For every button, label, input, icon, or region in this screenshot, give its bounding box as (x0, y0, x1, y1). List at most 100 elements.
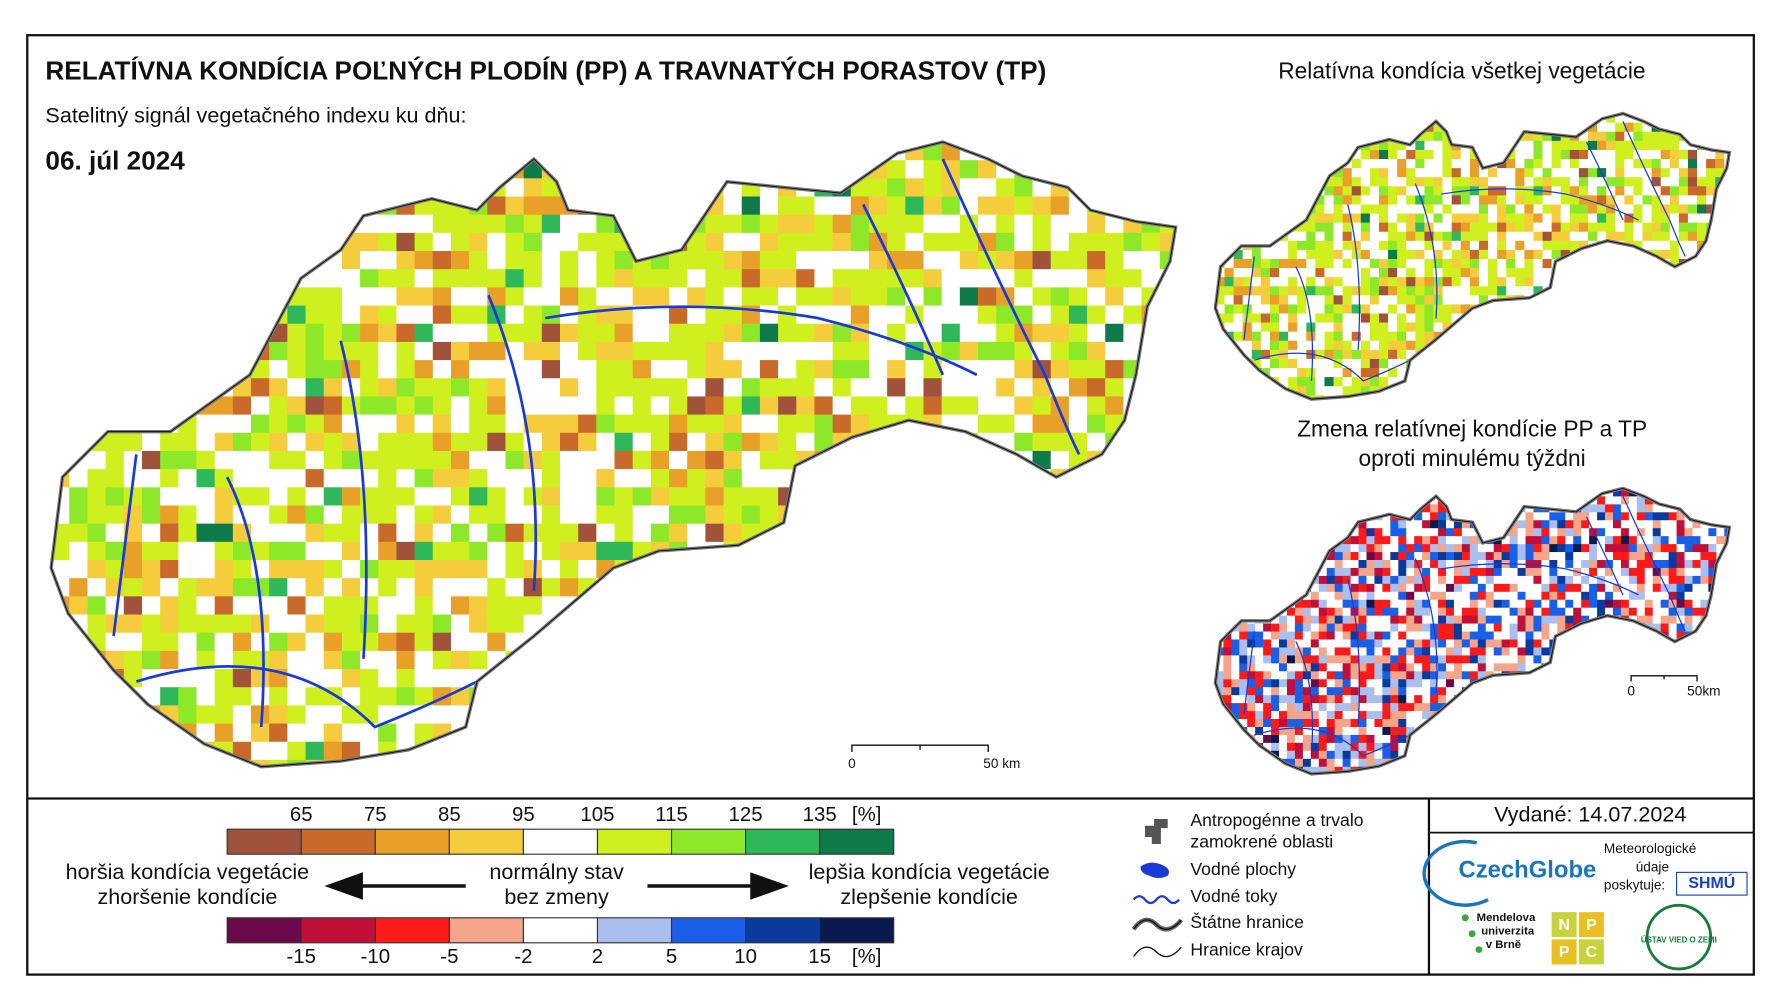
map-cell (1433, 159, 1443, 169)
map-cell (1533, 204, 1543, 214)
map-cell (1445, 583, 1455, 593)
map-cell (1424, 168, 1434, 178)
map-cell (1589, 544, 1598, 553)
map-cell (1697, 204, 1707, 214)
map-cell (1342, 258, 1353, 269)
map-cell (1288, 295, 1298, 305)
map-cell (251, 650, 270, 670)
map-cell (269, 523, 288, 543)
map-cell (1515, 168, 1525, 178)
map-cell (1251, 268, 1262, 278)
map-cell (1565, 552, 1574, 561)
map-cell (1669, 149, 1680, 160)
map-cell (832, 360, 852, 379)
map-cell (1517, 528, 1526, 537)
map-cell (1469, 286, 1480, 296)
map-cell (160, 578, 179, 597)
map-cell (1397, 277, 1407, 287)
map-cell (1549, 520, 1558, 529)
map-cell (1297, 340, 1307, 351)
map-cell (1369, 358, 1380, 369)
map-cell (1260, 258, 1271, 269)
map-cell (1414, 544, 1423, 553)
map-cell (1542, 231, 1552, 242)
map-cell (1424, 331, 1434, 342)
map-cell (1542, 249, 1552, 260)
map-cell (1493, 599, 1502, 609)
map-cell (505, 450, 524, 470)
map-cell (341, 614, 361, 634)
map-cell (1633, 195, 1643, 205)
map-cell (414, 505, 434, 524)
map-cell (505, 214, 524, 234)
map-cell (614, 360, 634, 379)
map-cell (1415, 340, 1425, 351)
map-cell (1351, 386, 1362, 396)
map-cell (669, 305, 688, 325)
map-cell (1605, 599, 1614, 609)
map-cell (1369, 304, 1380, 314)
map-cell (1068, 214, 1088, 234)
map-cell (1351, 368, 1362, 378)
map-cell (178, 669, 197, 688)
map-cell (1573, 583, 1582, 593)
map-cell (123, 632, 143, 652)
map-cell (1333, 277, 1343, 287)
map-cell (1224, 286, 1234, 296)
map-cell (505, 232, 524, 252)
map-cell (1269, 340, 1280, 351)
map-cell (1542, 149, 1552, 160)
map-cell (1269, 268, 1280, 278)
map-cell (1342, 277, 1353, 287)
map-cell (160, 523, 179, 543)
map-cell (1424, 204, 1434, 214)
map-cell (1358, 520, 1367, 529)
map-cell (1445, 536, 1455, 545)
map-cell (1014, 251, 1033, 270)
map-cell (614, 396, 634, 415)
map-cell (1414, 528, 1423, 537)
map-cell (305, 541, 325, 561)
map-cell (1442, 159, 1453, 169)
map-cell (1605, 520, 1614, 529)
map-cell (1589, 528, 1598, 537)
map-cell (1615, 231, 1625, 242)
map-cell (541, 505, 561, 524)
map-cell (1493, 552, 1502, 561)
map-cell (214, 705, 234, 724)
river (1414, 183, 1438, 319)
map-cell (1651, 186, 1662, 196)
map-cell (814, 432, 833, 452)
map-cell (378, 396, 397, 415)
map-cell (505, 523, 524, 543)
map-cell (1260, 304, 1271, 314)
map-cell (1620, 528, 1630, 537)
map-cell (1438, 552, 1447, 561)
map-cell (1533, 512, 1542, 521)
map-cell (778, 232, 797, 252)
map-cell (523, 269, 543, 288)
map-cell (1374, 536, 1383, 545)
map-cell (1488, 186, 1498, 196)
map-cell (650, 396, 670, 415)
map-cell (1390, 559, 1399, 569)
map-cell (796, 214, 815, 234)
map-cell (378, 723, 397, 743)
map-cell (1501, 567, 1510, 577)
map-cell (323, 432, 343, 452)
map-cell (1461, 575, 1471, 585)
map-cell (1242, 268, 1253, 278)
map-cell (1269, 313, 1280, 323)
map-cell (1687, 177, 1698, 187)
map-cell (1342, 213, 1353, 223)
map-cell (160, 559, 179, 579)
map-cell (1224, 277, 1234, 287)
map-cell (1551, 186, 1562, 196)
map-cell (1515, 204, 1525, 214)
map-cell (1669, 249, 1680, 260)
map-cell (1297, 231, 1307, 242)
map-cell (1676, 536, 1685, 545)
map-cell (214, 669, 234, 688)
map-cell (1557, 512, 1566, 521)
map-cell (1469, 552, 1479, 561)
